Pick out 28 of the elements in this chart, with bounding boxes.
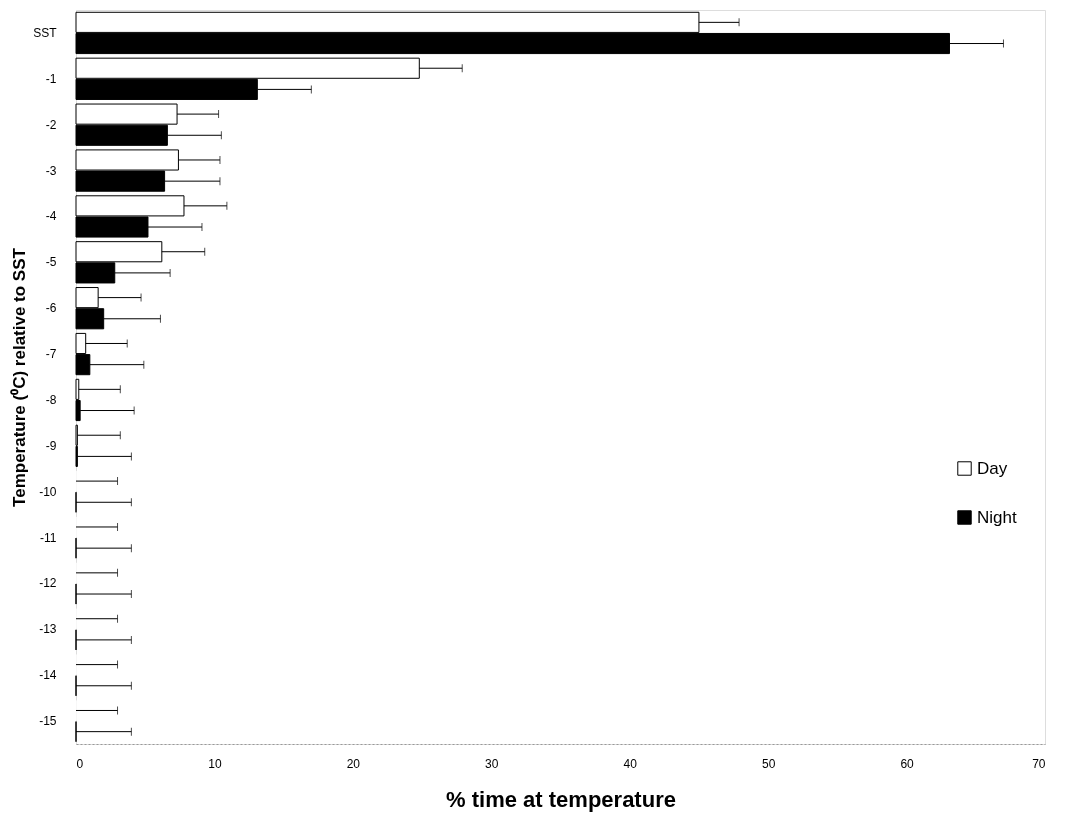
y-tick-label: -8 xyxy=(45,392,57,407)
x-tick-label: 70 xyxy=(1032,756,1046,771)
x-tick-label: 20 xyxy=(346,756,361,771)
y-tick-label: -12 xyxy=(39,576,57,591)
y-tick-label: -13 xyxy=(39,622,57,637)
y-tick-label: -15 xyxy=(39,714,57,729)
y-tick-label: SST xyxy=(33,25,58,40)
x-tick-label: 30 xyxy=(485,756,499,771)
y-tick-label: -9 xyxy=(45,438,57,453)
x-axis-title: % time at temperature xyxy=(446,786,676,812)
legend-label: Night xyxy=(977,507,1017,527)
x-tick-label: 40 xyxy=(623,756,638,771)
y-tick-label: -6 xyxy=(45,301,57,316)
x-tick-label: 0 xyxy=(76,756,84,771)
y-tick-label: -4 xyxy=(45,209,57,224)
x-tick-label: 10 xyxy=(208,756,222,771)
legend-label: Day xyxy=(977,458,1008,478)
y-tick-label: -7 xyxy=(45,347,57,362)
y-tick-label: -10 xyxy=(39,484,57,499)
x-tick-label: 60 xyxy=(900,756,915,771)
y-tick-label: -2 xyxy=(45,117,57,132)
x-tick-label: 50 xyxy=(761,756,776,771)
y-tick-label: -11 xyxy=(40,530,57,545)
y-tick-label: -1 xyxy=(45,71,57,86)
y-tick-label: -14 xyxy=(39,668,57,683)
y-axis-title: Temperature (⁰C) relative to SST xyxy=(10,247,30,507)
y-tick-label: -5 xyxy=(45,255,57,270)
y-tick-label: -3 xyxy=(45,163,57,178)
